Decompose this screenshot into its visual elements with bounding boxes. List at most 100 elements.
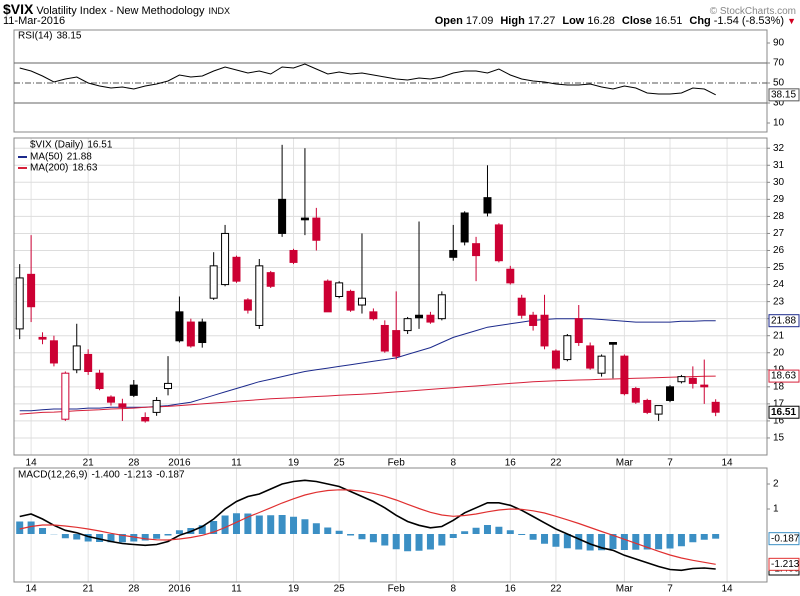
histogram-bar xyxy=(677,534,685,547)
histogram-bar xyxy=(210,521,218,534)
x-tick-label: 8 xyxy=(450,458,456,469)
candle-body xyxy=(141,417,150,422)
candle-body xyxy=(175,311,184,342)
candle-body xyxy=(540,314,549,347)
y-tick-label: 1 xyxy=(773,504,779,515)
candle-body xyxy=(563,335,572,361)
header: $VIX Volatility Index - New Methodology IN… xyxy=(0,0,800,30)
candle-body xyxy=(118,403,127,408)
candle-body xyxy=(688,377,697,384)
date: 11-Mar-2016 xyxy=(3,15,66,27)
histogram-bar xyxy=(712,534,720,539)
histogram-bar xyxy=(255,515,263,534)
x-tick-label: 19 xyxy=(288,584,300,595)
histogram-bar xyxy=(518,534,526,535)
legend-value: -1.400 xyxy=(91,470,120,481)
last-value-box: 38.15 xyxy=(768,88,800,102)
quote-label: Close xyxy=(621,15,652,27)
candle-body xyxy=(209,265,218,299)
legend-value: -0.187 xyxy=(156,470,185,481)
quote-label: Low xyxy=(562,15,585,27)
x-tick-label: 25 xyxy=(334,458,346,469)
histogram-bar xyxy=(563,534,571,549)
down-arrow: ▼ xyxy=(787,16,796,26)
candle-body xyxy=(517,297,526,316)
histogram-bar xyxy=(449,534,457,538)
histogram-bar xyxy=(598,534,606,551)
candle-body xyxy=(403,318,412,332)
credit: © StockCharts.com xyxy=(709,6,796,17)
candle-body xyxy=(654,405,663,415)
histogram-bar xyxy=(392,534,400,550)
x-tick-label: 14 xyxy=(722,458,734,469)
candle-body xyxy=(335,282,344,298)
x-tick-label: 22 xyxy=(550,458,562,469)
candle-body xyxy=(506,268,515,284)
histogram-bar xyxy=(700,534,708,540)
x-tick-label: Feb xyxy=(388,584,406,595)
x-tick-label: Mar xyxy=(616,458,634,469)
histogram-bar xyxy=(495,526,503,534)
candle-body xyxy=(529,314,538,326)
legend-title: RSI(14) xyxy=(18,31,52,42)
candle-body xyxy=(300,217,309,221)
histogram-bar xyxy=(415,534,423,551)
y-tick-label: 30 xyxy=(773,98,785,109)
candle-body xyxy=(700,384,709,388)
histogram-bar xyxy=(141,534,149,541)
y-tick-label: 30 xyxy=(773,177,785,188)
legend-value: 21.88 xyxy=(67,152,92,163)
histogram-bar xyxy=(267,515,275,534)
y-tick-label: 10 xyxy=(773,118,785,129)
moving-average xyxy=(19,375,716,415)
y-tick-label: 70 xyxy=(773,58,785,69)
histogram-bar xyxy=(666,534,674,549)
quote: Open 17.09 High 17.27 Low 16.28 Close 16.51 Chg -… xyxy=(428,15,796,27)
histogram-bar xyxy=(107,534,115,543)
histogram-bar xyxy=(426,534,434,550)
x-tick-label: 14 xyxy=(26,584,38,595)
candle-body xyxy=(677,376,686,383)
y-tick-label: 15 xyxy=(773,433,785,444)
histogram-bar xyxy=(198,525,206,534)
candle-body xyxy=(198,321,207,344)
candle-body xyxy=(494,224,503,262)
histogram-bar xyxy=(232,513,240,534)
last-value-frame xyxy=(768,405,800,419)
y-tick-label: 23 xyxy=(773,296,785,307)
quote-value: -1.54 (-8.53%) xyxy=(713,15,785,27)
histogram-bar xyxy=(461,531,469,534)
y-tick-label: 31 xyxy=(773,160,785,171)
histogram-bar xyxy=(620,534,628,550)
histogram-bar xyxy=(689,534,697,543)
histogram-bar xyxy=(381,534,389,546)
histogram-bar xyxy=(483,525,491,534)
histogram-bar xyxy=(472,527,480,534)
candle-body xyxy=(278,198,287,234)
candle-body xyxy=(631,388,640,403)
candle-body xyxy=(449,249,458,258)
x-tick-label: 25 xyxy=(334,584,346,595)
candle-body xyxy=(289,249,298,263)
candle-body xyxy=(586,345,595,369)
x-tick-label: 14 xyxy=(722,584,734,595)
candle-body xyxy=(95,372,104,390)
last-value-label: 18.63 xyxy=(771,371,796,382)
histogram-bar xyxy=(278,515,286,534)
x-tick-label: 28 xyxy=(128,584,140,595)
y-tick-label: 27 xyxy=(773,228,785,239)
histogram-bar xyxy=(506,530,514,534)
symbol: $VIX xyxy=(3,1,34,17)
legend-value: 18.63 xyxy=(72,163,97,174)
histogram-bar xyxy=(118,534,126,543)
title: $VIX Volatility Index - New Methodology IN… xyxy=(3,1,230,17)
histogram-bar xyxy=(369,534,377,543)
candle-body xyxy=(243,299,252,311)
histogram-bar xyxy=(541,534,549,544)
candle-body xyxy=(415,314,424,319)
y-tick-label: 32 xyxy=(773,143,785,154)
x-tick-label: 7 xyxy=(667,584,673,595)
last-value-label: 21.88 xyxy=(771,315,796,326)
legend-label: MACD(12,26,9) xyxy=(18,470,87,481)
